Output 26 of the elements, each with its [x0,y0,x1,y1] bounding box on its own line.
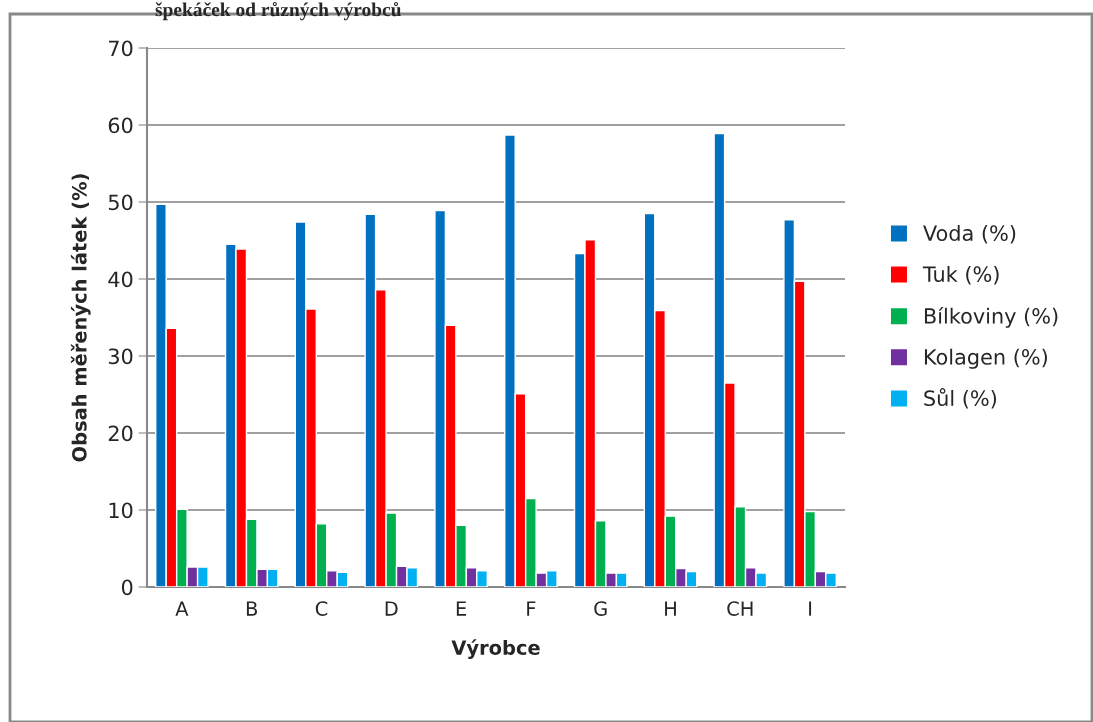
y-tick-label: 30 [108,348,133,365]
x-tick-label: G [594,601,607,616]
y-tick-label: 50 [108,194,133,211]
chart-title: špekáček od různých výrobců [155,2,401,21]
y-tick-label: 60 [108,117,133,134]
y-tick-label: 40 [108,271,133,288]
y-axis-title: Obsah měřených látek (%) [70,174,91,462]
x-axis-title: Výrobce [451,639,540,659]
x-tick-label: H [665,601,676,616]
legend-label: Bílkoviny (%) [924,306,1058,328]
legend-label: Sůl (%) [924,388,997,409]
x-tick-label: B [246,601,257,616]
legend-label: Kolagen (%) [924,348,1047,369]
y-tick-label: 0 [121,579,133,596]
y-tick-label: 20 [108,425,133,442]
y-tick-label: 10 [109,502,133,519]
x-tick-label: F [527,601,536,616]
x-tick-label: D [385,601,398,616]
legend-label: Voda (%) [923,224,1016,244]
x-tick-label: CH [727,601,753,616]
x-tick-label: C [315,601,328,616]
x-tick-label: E [456,601,466,616]
x-tick-label: I [809,601,812,616]
x-tick-label: A [175,601,189,616]
y-tick-label: 70 [109,40,133,57]
legend-label: Tuk (%) [922,265,999,285]
